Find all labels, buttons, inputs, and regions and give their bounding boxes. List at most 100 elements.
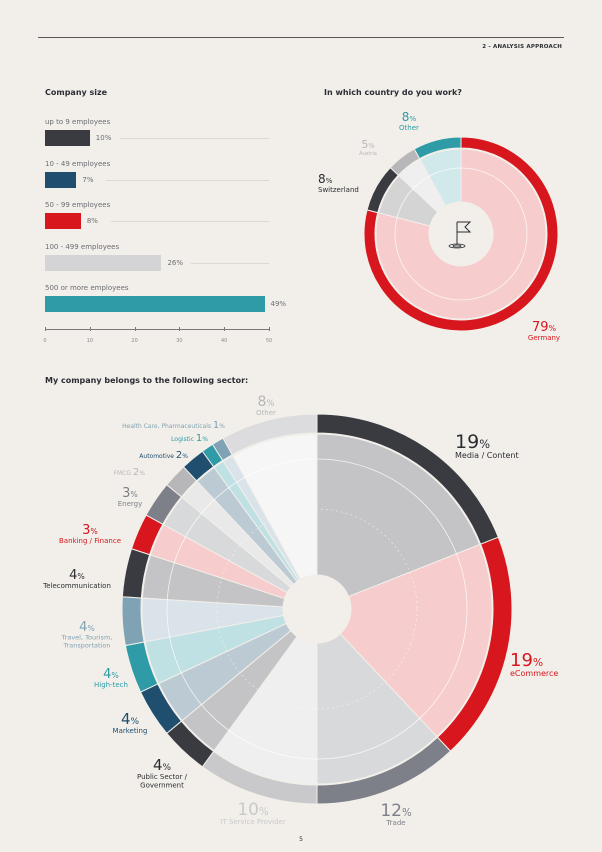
slice-logistic xyxy=(201,443,224,468)
slice-ecommerce xyxy=(436,536,513,752)
bar-50-99-employees xyxy=(45,213,81,229)
slice-name-label: Banking / Finance xyxy=(59,537,121,545)
slice-inner-other xyxy=(419,148,462,207)
slice-value-label: 10% xyxy=(237,800,269,820)
top-rule xyxy=(38,37,564,38)
slice-trade xyxy=(316,736,452,805)
slice-name-label: Health Care, Pharmaceuticals 1% xyxy=(122,420,225,431)
slice-inner-health-care-pharmaceuticals xyxy=(222,454,302,581)
slice-value-label: 4% xyxy=(69,568,85,583)
slice-name-label: Other xyxy=(256,409,276,417)
x-axis-tick xyxy=(269,327,270,331)
slice-label-trade: 12%Trade xyxy=(380,801,412,827)
slice-value-label: 19% xyxy=(510,650,543,671)
bar-value-label: 10% xyxy=(95,134,112,142)
slice-inner-marketing xyxy=(157,622,292,722)
bar-guide-rule xyxy=(106,180,269,181)
slice-marketing xyxy=(139,683,183,735)
bar-value-label: 49% xyxy=(270,300,287,308)
slice-public-sector-government xyxy=(166,720,215,768)
x-axis-tick xyxy=(134,327,136,331)
slice-name-label: High-tech xyxy=(94,681,128,689)
slice-label-ecommerce: 19%eCommerce xyxy=(510,650,558,678)
bar-value-label: 7% xyxy=(82,176,94,184)
slice-value-label: 4% xyxy=(79,620,95,635)
flag-icon xyxy=(448,221,472,249)
slice-telecommunication xyxy=(121,548,151,599)
slice-name-label: IT Service Provider xyxy=(220,818,286,826)
slice-energy xyxy=(145,483,183,525)
slice-inner-automotive xyxy=(196,466,298,585)
slice-label-logistic: Logistic 1% xyxy=(171,433,208,444)
x-axis-tick-label: 10 xyxy=(86,338,93,344)
slice-value-label: 8% xyxy=(318,172,333,186)
bar-category-label: up to 9 employees xyxy=(45,118,111,126)
slice-label-austria: 5%Austria xyxy=(359,138,377,157)
slice-label-other: 8%Other xyxy=(256,394,276,417)
bar-100-499-employees xyxy=(45,255,162,271)
slice-inner-fmcg xyxy=(181,480,295,589)
slice-value-label: 8% xyxy=(402,110,417,124)
slice-name-label: Other xyxy=(399,124,419,132)
slice-name-label: Switzerland xyxy=(318,186,359,194)
slice-value-label: 79% xyxy=(532,320,556,335)
bar-500-or-more-employees xyxy=(45,296,265,312)
slice-inner-travel-tourism-transportation xyxy=(141,597,285,643)
company-size-title: Company size xyxy=(45,88,108,97)
bar-value-label: 26% xyxy=(167,259,184,267)
donut-hole xyxy=(283,575,351,643)
page-number: 5 xyxy=(299,836,303,843)
x-axis-tick-label: 30 xyxy=(176,338,183,344)
section-label: 2 - ANALYSIS APPROACH xyxy=(482,44,562,50)
bar-category-label: 500 or more employees xyxy=(45,284,129,292)
slice-value-label: 12% xyxy=(380,801,412,821)
slice-inner-high-tech xyxy=(144,614,287,685)
bar-10-49-employees xyxy=(45,172,77,188)
x-axis-tick-label: 0 xyxy=(43,338,47,344)
slice-health-care-pharmaceuticals xyxy=(211,437,233,462)
slice-label-fmcg: FMCG 2% xyxy=(114,467,146,478)
inner-guide-circle xyxy=(394,167,528,301)
bar-guide-rule xyxy=(119,138,269,139)
slice-name-label: Travel, Tourism, Transportation xyxy=(61,634,113,650)
x-axis-tick xyxy=(224,327,226,331)
slice-it-service-provider xyxy=(201,750,318,805)
x-axis-tick xyxy=(45,327,46,331)
slice-inner-public-sector-government xyxy=(181,629,298,752)
slice-germany xyxy=(363,136,559,332)
x-axis-tick-label: 20 xyxy=(131,338,138,344)
slice-high-tech xyxy=(124,641,159,693)
slice-value-label: 8% xyxy=(258,394,275,410)
bar-category-label: 100 - 499 employees xyxy=(45,243,120,251)
slice-inner-trade xyxy=(316,633,438,785)
slice-fmcg xyxy=(166,466,198,498)
x-axis-tick xyxy=(179,327,181,331)
guide-circle-inner xyxy=(216,508,418,710)
slice-value-label: 3% xyxy=(82,523,98,538)
slice-travel-tourism-transportation xyxy=(121,596,145,647)
slice-inner-telecommunication xyxy=(141,554,286,608)
slice-label-travel-tourism-transportation: 4%Travel, Tourism, Transportation xyxy=(61,620,113,650)
x-axis-tick-label: 40 xyxy=(221,338,228,344)
slice-label-marketing: 4%Marketing xyxy=(113,710,148,735)
slice-inner-switzerland xyxy=(378,175,439,227)
slice-austria xyxy=(389,148,421,176)
slice-automotive xyxy=(182,450,215,482)
slice-other xyxy=(413,136,462,160)
slice-value-label: 5% xyxy=(361,138,374,151)
slice-label-energy: 3%Energy xyxy=(118,486,143,508)
donut-hole xyxy=(429,202,493,266)
slice-banking-finance xyxy=(130,514,164,556)
slice-name-label: Automotive 2% xyxy=(139,450,188,461)
slice-name-label: eCommerce xyxy=(510,669,558,678)
slice-inner-other xyxy=(232,433,318,580)
bar-up-to-9-employees xyxy=(45,130,90,146)
slice-name-label: Logistic 1% xyxy=(171,433,208,444)
slice-label-it-service-provider: 10%IT Service Provider xyxy=(220,800,286,826)
slice-name-label: Trade xyxy=(385,819,405,827)
slice-inner-ecommerce xyxy=(339,543,493,738)
slice-name-label: Germany xyxy=(528,334,560,342)
slice-other xyxy=(222,413,318,456)
